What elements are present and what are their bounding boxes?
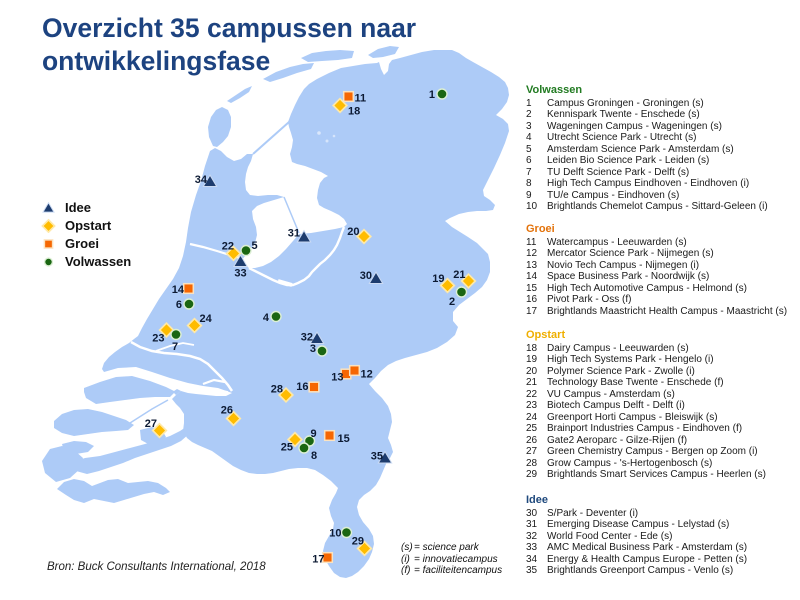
svg-text:15: 15	[338, 433, 350, 445]
svg-text:18: 18	[348, 106, 360, 118]
svg-text:25: 25	[281, 442, 293, 454]
svg-text:10: 10	[329, 528, 341, 540]
svg-text:16: 16	[296, 381, 308, 393]
svg-text:6: 6	[176, 299, 182, 311]
svg-text:34: 34	[195, 174, 208, 186]
svg-text:23: 23	[152, 333, 164, 345]
svg-text:17: 17	[312, 554, 324, 566]
svg-text:7: 7	[172, 341, 178, 353]
svg-text:20: 20	[347, 226, 359, 238]
svg-text:31: 31	[288, 228, 300, 240]
svg-text:2: 2	[449, 296, 455, 308]
svg-text:32: 32	[301, 332, 313, 344]
svg-text:9: 9	[310, 428, 316, 440]
svg-text:24: 24	[200, 313, 213, 325]
svg-text:14: 14	[172, 284, 185, 296]
svg-text:22: 22	[222, 241, 234, 253]
svg-text:27: 27	[145, 418, 157, 430]
svg-text:13: 13	[331, 372, 343, 384]
svg-text:21: 21	[453, 269, 465, 281]
svg-text:5: 5	[252, 240, 258, 252]
svg-text:33: 33	[234, 268, 246, 280]
svg-text:28: 28	[271, 384, 283, 396]
svg-text:26: 26	[221, 405, 233, 417]
svg-text:12: 12	[361, 369, 373, 381]
svg-text:1: 1	[429, 89, 435, 101]
svg-text:4: 4	[263, 312, 270, 324]
svg-text:3: 3	[310, 343, 316, 355]
svg-text:19: 19	[432, 273, 444, 285]
svg-text:8: 8	[311, 450, 317, 462]
svg-text:29: 29	[352, 536, 364, 548]
svg-text:11: 11	[355, 93, 367, 105]
svg-text:35: 35	[371, 451, 383, 463]
svg-text:30: 30	[360, 270, 372, 282]
